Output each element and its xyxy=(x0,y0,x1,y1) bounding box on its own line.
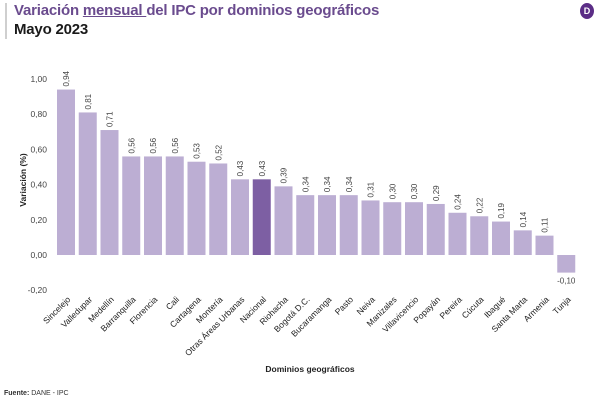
chart-subtitle: Mayo 2023 xyxy=(14,21,89,38)
title-pre: Variación xyxy=(14,2,83,19)
bar-pasto xyxy=(339,195,358,255)
x-tick-label: Tunja xyxy=(551,294,573,316)
value-label: 0,34 xyxy=(301,176,310,192)
value-label: 0,43 xyxy=(258,160,267,176)
x-axis-labels: SincelejoValleduparMedellínBarranquillaF… xyxy=(41,294,573,358)
value-label: 0,94 xyxy=(62,70,71,86)
bar-bucaramanga xyxy=(318,195,336,255)
x-tick-label: Cali xyxy=(164,294,182,312)
value-label: -0,10 xyxy=(557,277,576,286)
dane-logo-icon: D xyxy=(580,3,594,19)
bar-medell-n xyxy=(100,130,119,255)
bar-pereira xyxy=(448,212,467,255)
bar-cartagena xyxy=(187,161,206,255)
value-label: 0,11 xyxy=(541,217,550,233)
y-tick-label: 0,40 xyxy=(30,180,47,190)
value-label: 0,81 xyxy=(84,93,93,109)
bar-santa-marta xyxy=(513,230,532,255)
bar-c-cuta xyxy=(470,216,489,255)
bar-popay-n xyxy=(426,203,445,255)
source-note: Fuente: DANE - IPC xyxy=(4,390,69,397)
value-label: 0,56 xyxy=(127,137,136,153)
y-tick-label: -0,20 xyxy=(28,285,48,295)
y-tick-label: 0,20 xyxy=(30,215,47,225)
value-label: 0,53 xyxy=(193,143,202,159)
y-tick-label: 0,60 xyxy=(30,144,47,154)
bar-ibagu- xyxy=(492,221,510,255)
value-label: 0,43 xyxy=(236,160,245,176)
value-label: 0,34 xyxy=(345,176,354,192)
value-label: 0,30 xyxy=(410,183,419,199)
value-label: 0,56 xyxy=(171,137,180,153)
bar-nacional xyxy=(252,179,271,255)
bar-monter-a xyxy=(209,163,228,255)
value-label: 0,24 xyxy=(454,194,463,210)
value-label: 0,31 xyxy=(367,181,376,197)
bar-sincelejo xyxy=(57,89,75,255)
value-labels: 0,94 0,81 0,71 0,56 0,56 0,56 0,53 0,52 0,43 0,43… xyxy=(62,70,576,285)
y-tick-label: 0,80 xyxy=(30,109,47,119)
value-label: 0,39 xyxy=(280,167,289,183)
y-tick-label: 0,00 xyxy=(30,250,47,260)
title-accent-bar xyxy=(5,3,7,39)
bar-armenia xyxy=(535,235,554,255)
y-tick-label: 1,00 xyxy=(30,74,47,84)
bar-bogot-d-c- xyxy=(296,195,315,255)
value-label: 0,14 xyxy=(519,211,528,227)
bar-tunja xyxy=(557,255,576,273)
title-underlined: mensual xyxy=(82,2,147,19)
y-axis-title: Variación (%) xyxy=(18,153,28,207)
value-label: 0,52 xyxy=(214,144,223,160)
bar-villavicencio xyxy=(405,202,423,255)
x-axis-title: Dominios geográficos xyxy=(265,364,355,374)
value-label: 0,22 xyxy=(475,197,484,213)
bar-riohacha xyxy=(274,186,293,255)
x-tick-label: Pasto xyxy=(333,294,356,317)
chart-title: Variación mensual del IPC por dominios g… xyxy=(14,2,379,19)
bars xyxy=(57,89,576,273)
source-text: DANE - IPC xyxy=(29,390,69,397)
source-label: Fuente: xyxy=(4,390,30,397)
title-post: del IPC por dominios geográficos xyxy=(146,2,380,19)
bar-cali xyxy=(165,156,184,255)
bar-florencia xyxy=(144,156,162,255)
value-label: 0,19 xyxy=(497,202,506,218)
value-label: 0,34 xyxy=(323,176,332,192)
x-tick-label: Pereira xyxy=(437,294,464,321)
bar-valledupar xyxy=(78,112,97,255)
value-label: 0,30 xyxy=(388,183,397,199)
bar-neiva xyxy=(361,200,380,255)
bar-barranquilla xyxy=(122,156,141,255)
value-label: 0,29 xyxy=(432,185,441,201)
bar-manizales xyxy=(383,202,402,255)
value-label: 0,56 xyxy=(149,137,158,153)
value-label: 0,71 xyxy=(106,111,115,127)
x-tick-label: Cúcuta xyxy=(460,294,486,320)
bar-otras-reas-urbanas xyxy=(231,179,249,255)
y-axis-ticks: 1,00 0,80 0,60 0,40 0,20 0,00 -0,20 xyxy=(28,74,48,295)
